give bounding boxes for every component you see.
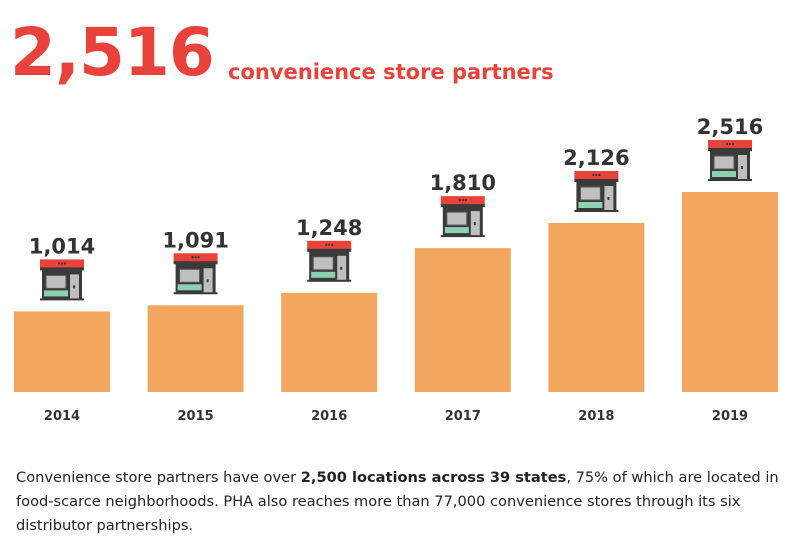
bar-chart: 1,014 2014 1,091 2015 1,248 2016 1,810 2017 2,12…: [14, 115, 778, 424]
value-label-2014: 1,014: [29, 234, 95, 258]
headline-label: convenience store partners: [228, 60, 554, 84]
value-label-2016: 1,248: [296, 216, 362, 240]
value-label-2019: 2,516: [697, 115, 763, 139]
store-icon-2017: [440, 196, 485, 238]
x-tick-2019: 2019: [712, 409, 748, 424]
store-icon-2016: [307, 240, 352, 282]
bar-2017: [414, 248, 511, 392]
x-tick-2014: 2014: [44, 409, 80, 424]
x-tick-2017: 2017: [445, 409, 481, 424]
value-label-2017: 1,810: [430, 171, 496, 195]
store-icon-2018: [574, 171, 619, 213]
bar-2014: [14, 311, 110, 392]
x-tick-2015: 2015: [178, 409, 214, 424]
value-label-2018: 2,126: [563, 146, 629, 170]
bar-2019: [682, 192, 778, 392]
headline-number: 2,516: [10, 14, 215, 91]
x-tick-2018: 2018: [578, 409, 614, 424]
store-icon-2014: [40, 259, 84, 301]
caption-text-end: , 75% of which are located in food-scarc…: [16, 469, 779, 534]
bar-2015: [147, 305, 244, 392]
caption-text-start: Convenience store partners have over: [16, 469, 301, 486]
store-icon-2019: [708, 140, 752, 181]
bar-2016: [281, 292, 378, 392]
value-label-2015: 1,091: [162, 228, 228, 252]
bar-2018: [548, 223, 645, 392]
caption-highlight: 2,500 locations across 39 states: [300, 469, 567, 486]
caption: Convenience store partners have over 2,5…: [16, 466, 791, 538]
store-icon-2015: [173, 253, 218, 295]
x-tick-2016: 2016: [311, 409, 347, 424]
